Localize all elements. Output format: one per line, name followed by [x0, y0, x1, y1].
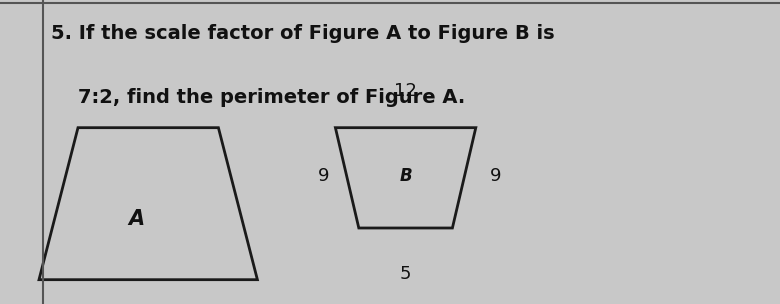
Text: 5: 5 [400, 264, 411, 283]
Text: B: B [399, 167, 412, 185]
Text: 7:2, find the perimeter of Figure A.: 7:2, find the perimeter of Figure A. [51, 88, 465, 107]
Text: A: A [129, 209, 144, 229]
Text: 12: 12 [394, 82, 417, 100]
Text: 9: 9 [318, 167, 329, 185]
Polygon shape [335, 128, 476, 228]
Polygon shape [39, 128, 257, 280]
Text: 9: 9 [490, 167, 501, 185]
Text: 5. If the scale factor of Figure A to Figure B is: 5. If the scale factor of Figure A to Fi… [51, 24, 555, 43]
